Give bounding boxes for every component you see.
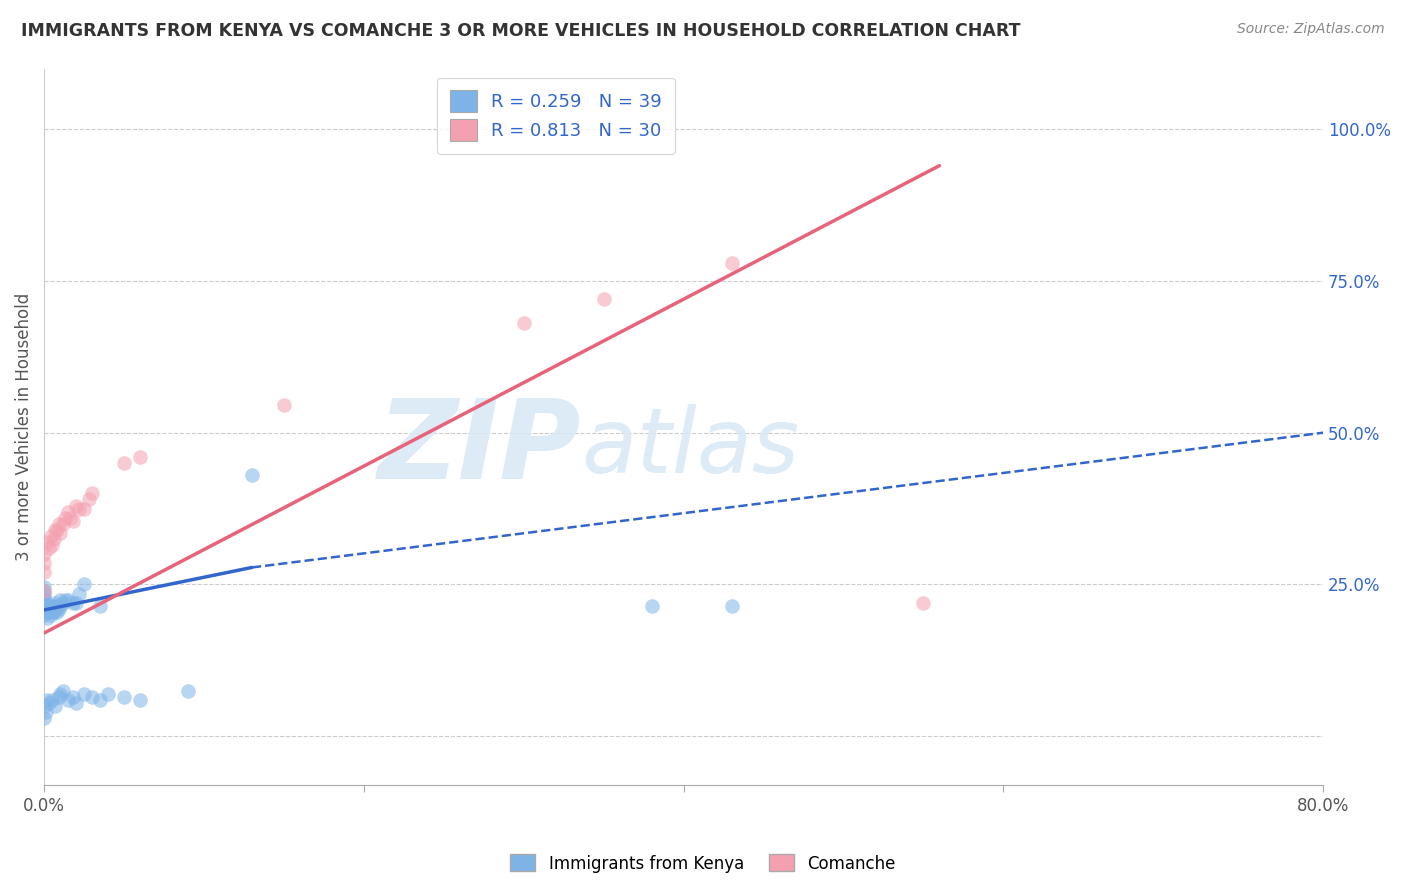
Point	[35, 705, 58, 719]
Point	[45, 523, 67, 537]
Point	[32, 583, 55, 598]
Point	[42, 599, 65, 613]
Point	[129, 450, 152, 464]
Point	[73, 577, 96, 591]
Point	[240, 468, 263, 483]
Point	[73, 501, 96, 516]
Point	[62, 690, 84, 704]
Point	[44, 596, 66, 610]
Point	[52, 516, 75, 531]
Point	[129, 693, 152, 707]
Point	[32, 581, 55, 595]
Text: ZIP: ZIP	[378, 394, 581, 501]
Point	[32, 556, 55, 570]
Point	[52, 596, 75, 610]
Point	[67, 586, 90, 600]
Point	[49, 592, 72, 607]
Legend: Immigrants from Kenya, Comanche: Immigrants from Kenya, Comanche	[503, 847, 903, 880]
Point	[62, 514, 84, 528]
Point	[32, 599, 55, 613]
Point	[41, 693, 63, 707]
Point	[45, 599, 67, 613]
Point	[112, 456, 135, 470]
Point	[32, 586, 55, 600]
Point	[59, 510, 82, 524]
Point	[65, 696, 87, 710]
Point	[56, 592, 79, 607]
Point	[49, 687, 72, 701]
Point	[42, 532, 65, 546]
Point	[32, 711, 55, 725]
Point	[592, 292, 614, 306]
Point	[80, 690, 103, 704]
Point	[32, 590, 55, 604]
Point	[42, 605, 65, 619]
Point	[53, 592, 76, 607]
Point	[44, 523, 66, 537]
Legend: R = 0.259   N = 39, R = 0.813   N = 30: R = 0.259 N = 39, R = 0.813 N = 30	[437, 78, 675, 154]
Point	[53, 510, 76, 524]
Point	[62, 596, 84, 610]
Point	[32, 596, 55, 610]
Text: Source: ZipAtlas.com: Source: ZipAtlas.com	[1237, 22, 1385, 37]
Point	[720, 256, 742, 270]
Point	[32, 583, 55, 598]
Point	[97, 687, 120, 701]
Point	[38, 601, 60, 615]
Point	[39, 529, 62, 543]
Point	[32, 605, 55, 619]
Point	[39, 599, 62, 613]
Y-axis label: 3 or more Vehicles in Household: 3 or more Vehicles in Household	[15, 293, 32, 561]
Point	[48, 601, 70, 615]
Point	[77, 492, 100, 507]
Point	[67, 501, 90, 516]
Point	[38, 696, 60, 710]
Point	[177, 683, 200, 698]
Point	[32, 607, 55, 622]
Point	[56, 693, 79, 707]
Point	[273, 398, 295, 412]
Point	[41, 605, 63, 619]
Point	[49, 599, 72, 613]
Point	[41, 599, 63, 613]
Point	[32, 592, 55, 607]
Point	[32, 547, 55, 561]
Point	[44, 601, 66, 615]
Point	[80, 486, 103, 500]
Point	[89, 693, 111, 707]
Point	[56, 505, 79, 519]
Point	[49, 525, 72, 540]
Point	[912, 596, 935, 610]
Point	[37, 535, 59, 549]
Point	[38, 541, 60, 555]
Point	[89, 599, 111, 613]
Point	[720, 599, 742, 613]
Point	[65, 499, 87, 513]
Text: IMMIGRANTS FROM KENYA VS COMANCHE 3 OR MORE VEHICLES IN HOUSEHOLD CORRELATION CH: IMMIGRANTS FROM KENYA VS COMANCHE 3 OR M…	[21, 22, 1021, 40]
Point	[37, 611, 59, 625]
Point	[37, 605, 59, 619]
Point	[640, 599, 662, 613]
Point	[65, 596, 87, 610]
Point	[35, 693, 58, 707]
Point	[45, 605, 67, 619]
Point	[48, 690, 70, 704]
Point	[32, 601, 55, 615]
Point	[44, 698, 66, 713]
Point	[41, 538, 63, 552]
Point	[513, 317, 536, 331]
Point	[112, 690, 135, 704]
Point	[39, 607, 62, 622]
Point	[41, 601, 63, 615]
Point	[32, 566, 55, 580]
Text: atlas: atlas	[581, 404, 799, 492]
Point	[32, 698, 55, 713]
Point	[48, 516, 70, 531]
Point	[52, 683, 75, 698]
Point	[38, 599, 60, 613]
Point	[73, 687, 96, 701]
